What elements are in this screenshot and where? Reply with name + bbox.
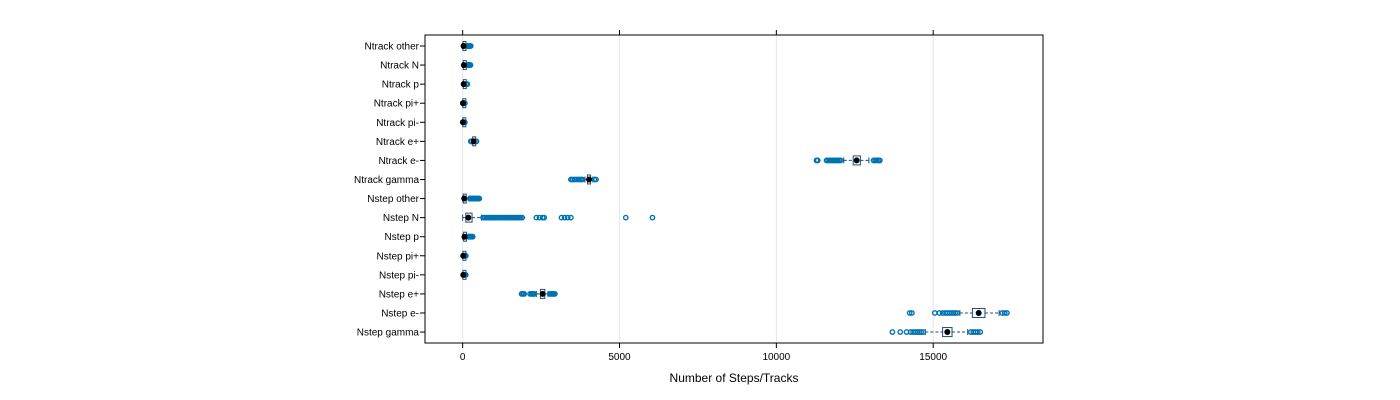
iqr-box [852, 155, 861, 166]
box-3 [459, 98, 468, 109]
outlier-point [906, 310, 913, 316]
median-point [460, 252, 467, 259]
outlier-point [622, 214, 629, 221]
category-label-3: Ntrack pi+ [374, 99, 419, 110]
median-point [944, 329, 951, 336]
outlier-point [521, 291, 528, 297]
outlier-point [558, 214, 565, 221]
box-9 [462, 212, 656, 223]
outlier-point [561, 214, 568, 221]
median-point [539, 290, 546, 297]
x-axis-ticks: 0 5000 10000 15000 [460, 30, 948, 363]
category-label-12: Nstep pi- [379, 270, 419, 281]
category-label-0: Ntrack other [365, 42, 420, 53]
outlier-point [649, 214, 656, 221]
box-5 [467, 136, 480, 147]
outlier-point [519, 214, 526, 221]
median-point [465, 214, 472, 221]
plot-border [424, 34, 1044, 344]
median-point [460, 43, 467, 49]
outlier-point [533, 214, 540, 221]
box-2 [460, 79, 471, 90]
outlier-point [837, 157, 844, 164]
median-point [461, 195, 468, 202]
outlier-point [918, 329, 924, 335]
box-4 [459, 117, 468, 128]
outlier-point [467, 62, 474, 68]
outlier-point [469, 233, 476, 240]
outlier-point [579, 176, 586, 183]
outlier-point [476, 195, 483, 202]
category-label-2: Ntrack p [382, 80, 420, 91]
median-point [460, 271, 467, 278]
median-point [975, 309, 982, 316]
iqr-box [971, 307, 986, 318]
median-point [470, 138, 477, 145]
grid-lines [462, 35, 934, 343]
category-label-4: Ntrack pi- [376, 118, 419, 129]
category-label-6: Ntrack e- [378, 156, 419, 167]
outlier-point [1004, 310, 1010, 316]
outlier-point [954, 310, 960, 316]
outlier-point [564, 214, 571, 221]
category-label-8: Nstep other [367, 194, 419, 205]
x-tick-label-0: 0 [460, 352, 466, 363]
median-point [460, 62, 467, 69]
x-tick-label-3: 15000 [919, 352, 947, 363]
outlier-point [908, 310, 915, 316]
category-labels: Ntrack other Ntrack N Ntrack p Ntrack pi+ Nt… [354, 42, 425, 339]
box-13 [518, 288, 558, 299]
category-label-13: Nstep e+ [379, 289, 419, 300]
category-label-1: Ntrack N [380, 61, 419, 72]
box-15 [889, 327, 984, 338]
category-label-7: Ntrack gamma [354, 175, 419, 186]
category-label-5: Ntrack e+ [376, 137, 419, 148]
outlier-point [977, 329, 984, 335]
median-point [586, 176, 593, 183]
outlier-point [931, 310, 938, 316]
outlier-point [551, 291, 558, 297]
outlier-point [467, 43, 474, 49]
box-1 [460, 60, 474, 71]
median-point [459, 119, 466, 126]
outlier-point [531, 291, 538, 297]
box-7 [567, 174, 599, 185]
x-tick-label-1: 5000 [608, 352, 631, 363]
category-label-14: Nstep e- [381, 308, 419, 319]
median-point [459, 100, 466, 107]
outlier-point [593, 176, 599, 183]
x-axis-title: Number of Steps/Tracks [670, 371, 799, 385]
outlier-point [897, 329, 904, 335]
outlier-point [541, 214, 548, 221]
boxplot-series [459, 41, 1010, 338]
category-label-15: Nstep gamma [357, 328, 420, 339]
box-0 [460, 41, 474, 51]
box-6 [813, 155, 883, 166]
outlier-point [889, 329, 896, 335]
category-label-9: Nstep N [383, 213, 419, 224]
box-8 [461, 193, 483, 204]
iqr-box [942, 327, 953, 338]
outlier-point [920, 329, 927, 335]
median-point [461, 233, 468, 240]
x-tick-label-2: 10000 [762, 352, 790, 363]
box-11 [460, 250, 469, 261]
outlier-point [1001, 310, 1008, 316]
outlier-point [936, 310, 943, 316]
median-point [460, 81, 467, 88]
outlier-point [814, 157, 821, 164]
category-label-10: Nstep p [385, 232, 420, 243]
box-12 [460, 269, 469, 280]
box-10 [461, 231, 476, 242]
category-label-11: Nstep pi+ [376, 251, 419, 262]
median-point [853, 157, 860, 164]
outlier-point [567, 214, 574, 221]
outlier-point [974, 329, 981, 335]
outlier-point [876, 157, 883, 164]
box-14 [906, 307, 1010, 318]
plot-frame [424, 34, 1044, 344]
